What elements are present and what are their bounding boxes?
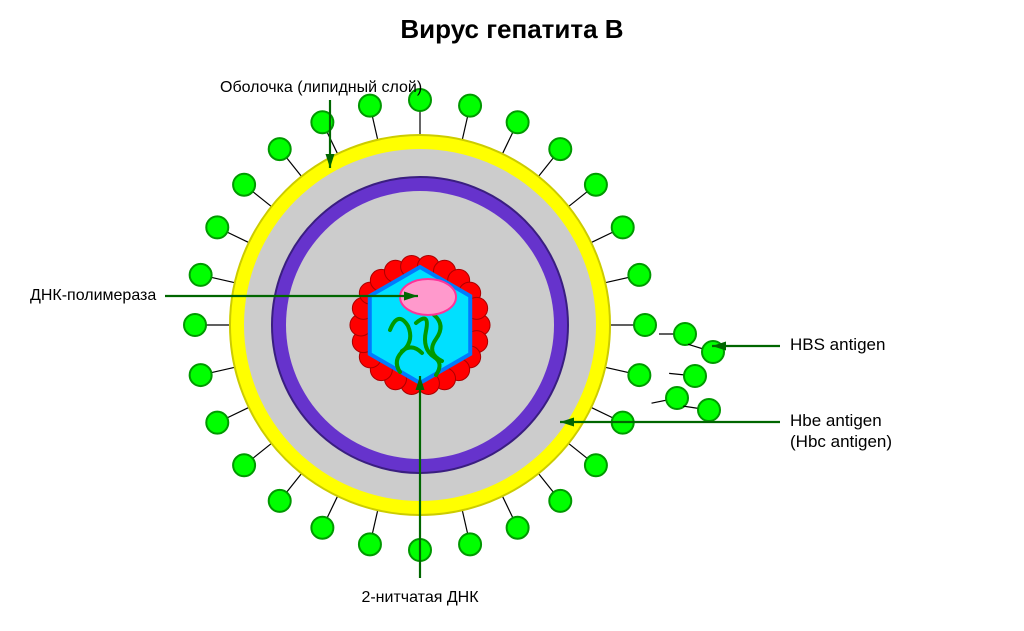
free-spike-head — [674, 323, 696, 345]
diagram-title: Вирус гепатита В — [400, 14, 623, 44]
spike-head — [549, 490, 571, 512]
label-envelope: Оболочка (липидный слой) — [220, 79, 422, 96]
label-hbe: Hbe antigen — [790, 411, 882, 430]
label-dna2: 2-нитчатая ДНК — [361, 589, 479, 606]
spike-head — [269, 138, 291, 160]
spike-head — [359, 533, 381, 555]
spike-head — [233, 454, 255, 476]
spike-head — [206, 412, 228, 434]
label-polymerase: ДНК-полимераза — [30, 287, 156, 304]
label-hbs: HBS antigen — [790, 335, 885, 354]
spike-head — [585, 174, 607, 196]
spike-head — [184, 314, 206, 336]
spike-head — [190, 364, 212, 386]
spike-head — [507, 111, 529, 133]
free-spike-head — [698, 399, 720, 421]
spike-head — [269, 490, 291, 512]
spike-head — [612, 216, 634, 238]
spike-head — [233, 174, 255, 196]
spike-head — [311, 517, 333, 539]
spike-head — [585, 454, 607, 476]
spike-head — [459, 533, 481, 555]
spike-head — [206, 216, 228, 238]
label-hbe-line2: (Hbc antigen) — [790, 432, 892, 451]
spike-head — [459, 95, 481, 117]
spike-head — [190, 264, 212, 286]
spike-head — [507, 517, 529, 539]
free-spike-head — [684, 365, 706, 387]
free-spike-head — [666, 387, 688, 409]
spike-head — [628, 264, 650, 286]
spike-head — [359, 95, 381, 117]
spike-head — [634, 314, 656, 336]
spike-head — [628, 364, 650, 386]
spike-head — [549, 138, 571, 160]
